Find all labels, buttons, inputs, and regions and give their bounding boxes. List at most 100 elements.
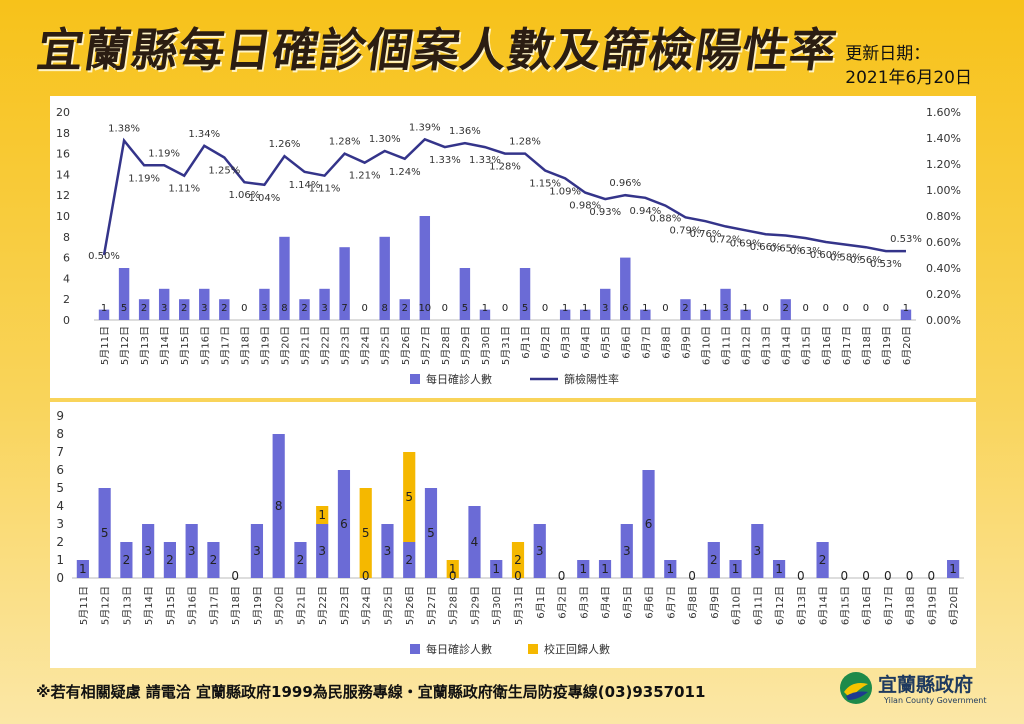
y-right-tick-label: 1.20% — [926, 158, 961, 171]
daily-cases-bar — [598, 560, 612, 578]
positivity-label: 1.14% — [289, 180, 321, 191]
bar-value-label: 3 — [321, 303, 327, 314]
legend-label: 每日確診人數 — [426, 642, 492, 656]
daily-cases-bar — [98, 488, 111, 578]
positivity-label: 0.98% — [569, 201, 601, 212]
y-right-tick-label: 0.20% — [926, 288, 961, 301]
bar-value-label: 1 — [79, 562, 87, 576]
x-tick-label: 5月12日 — [119, 326, 131, 365]
y-left-tick-label: 0 — [63, 314, 70, 327]
daily-cases-bar — [620, 257, 631, 320]
positivity-label: 0.66% — [750, 242, 782, 253]
x-tick-label: 6月6日 — [644, 586, 656, 619]
positivity-label: 1.33% — [429, 155, 461, 166]
bar-value-label: 0 — [863, 303, 869, 314]
daily-cases-bar — [219, 299, 230, 320]
y-left-tick-label: 4 — [63, 272, 70, 285]
daily-cases-bar — [337, 470, 351, 578]
x-tick-label: 6月16日 — [861, 586, 873, 625]
y-tick-label: 3 — [56, 517, 64, 531]
x-tick-label: 6月11日 — [752, 586, 764, 625]
x-tick-label: 5月31日 — [500, 326, 512, 365]
correction-cases-bar — [316, 506, 329, 524]
bar-value-label: 1 — [732, 562, 740, 576]
x-tick-label: 6月10日 — [731, 586, 743, 625]
daily-cases-bar — [294, 542, 307, 578]
x-tick-label: 5月21日 — [295, 586, 307, 625]
daily-cases-bar — [780, 299, 791, 320]
x-tick-label: 5月27日 — [420, 326, 432, 365]
x-tick-label: 5月24日 — [361, 586, 373, 625]
daily-cases-bar — [118, 268, 130, 320]
bar-value-label: 1 — [582, 303, 588, 314]
bar-value-label: 3 — [722, 303, 728, 314]
x-tick-label: 6月20日 — [901, 326, 913, 365]
bar-value-label: 3 — [384, 544, 392, 558]
x-tick-label: 5月25日 — [382, 586, 394, 625]
bar-value-label: 0 — [558, 569, 566, 583]
bar-value-label: 8 — [281, 303, 287, 314]
x-tick-label: 5月14日 — [143, 586, 155, 625]
bar-value-label: 3 — [536, 544, 544, 558]
daily-cases-bar — [479, 309, 491, 320]
x-tick-label: 6月4日 — [580, 326, 592, 359]
bar-value-label: 3 — [602, 303, 608, 314]
daily-cases-bar — [720, 288, 731, 320]
x-tick-label: 5月29日 — [460, 326, 472, 365]
y-right-tick-label: 1.60% — [926, 106, 961, 119]
y-tick-label: 1 — [56, 553, 64, 567]
x-tick-label: 6月9日 — [709, 586, 721, 619]
x-tick-label: 5月22日 — [317, 586, 329, 625]
positivity-label: 0.63% — [790, 246, 822, 257]
daily-cases-bar — [707, 542, 720, 578]
bar-value-label: 1 — [775, 562, 783, 576]
daily-cases-bar — [751, 524, 764, 578]
bar-value-label: 1 — [101, 303, 107, 314]
daily-cases-bar — [700, 309, 711, 320]
daily-cases-bar — [185, 524, 198, 578]
x-tick-label: 6月1日 — [535, 586, 547, 619]
bar-value-label: 0 — [841, 569, 849, 583]
bar-value-label: 0 — [514, 569, 522, 583]
daily-cases-bar — [381, 524, 394, 578]
logo-english-name: Yilan County Government — [884, 696, 987, 705]
daily-cases-bar — [579, 309, 591, 320]
legend-label: 每日確診人數 — [426, 372, 492, 386]
daily-cases-bar — [947, 560, 960, 578]
positivity-label: 1.21% — [349, 171, 381, 182]
x-tick-label: 5月27日 — [426, 586, 438, 625]
bar-value-label: 0 — [241, 303, 247, 314]
daily-cases-bar — [419, 216, 431, 320]
daily-cases-chart-panel: 0 1 2 3 4 5 6 7 8 9 1 5月11日 5 5月12日 2 5月13日 3 5月14日 2 5月15日… — [50, 402, 976, 668]
daily-cases-bar — [620, 524, 633, 578]
x-tick-label: 6月18日 — [905, 586, 917, 625]
bar-value-label: 6 — [340, 517, 348, 531]
positivity-label: 0.88% — [649, 214, 681, 225]
positivity-label: 0.69% — [730, 238, 762, 249]
daily-cases-bar — [533, 524, 546, 578]
bar-value-label: 1 — [492, 562, 500, 576]
x-tick-label: 5月20日 — [279, 326, 291, 365]
daily-cases-bar — [729, 560, 742, 578]
x-tick-label: 6月17日 — [841, 326, 853, 365]
x-tick-label: 6月12日 — [774, 586, 786, 625]
correction-value-label: 2 — [514, 553, 522, 567]
y-tick-label: 5 — [56, 481, 64, 495]
x-tick-label: 5月16日 — [187, 586, 199, 625]
x-tick-label: 5月22日 — [320, 326, 332, 365]
y-left-tick-label: 16 — [56, 148, 70, 161]
x-tick-label: 5月16日 — [199, 326, 211, 365]
contact-note: ※若有相關疑慮 請電洽 宜蘭縣政府1999為民服務專線・宜蘭縣政府衛生局防疫專線… — [36, 683, 706, 701]
bar-value-label: 10 — [418, 303, 431, 314]
bar-value-label: 2 — [819, 553, 827, 567]
x-tick-label: 5月23日 — [339, 586, 351, 625]
y-tick-label: 9 — [56, 409, 64, 423]
x-tick-label: 5月26日 — [400, 326, 412, 365]
x-tick-label: 6月5日 — [622, 586, 634, 619]
daily-cases-bar — [272, 434, 285, 578]
daily-cases-bar — [259, 288, 270, 320]
daily-cases-bar — [403, 542, 416, 578]
daily-cases-bar — [158, 288, 170, 320]
daily-cases-bar — [490, 560, 503, 578]
y-tick-label: 0 — [56, 571, 64, 585]
